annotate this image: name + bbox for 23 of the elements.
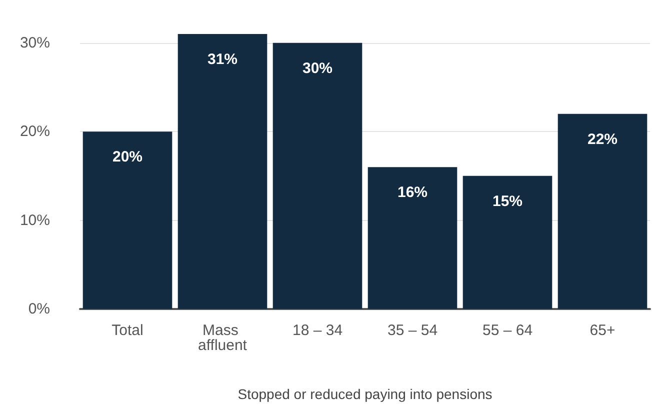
bar (368, 167, 458, 309)
y-tick-label: 0% (28, 300, 50, 318)
bar (558, 114, 648, 309)
bar (178, 34, 268, 309)
x-tick-label: 18 – 34 (292, 322, 343, 339)
y-tick-label: 30% (20, 34, 50, 52)
data-label: 22% (587, 130, 618, 148)
bar (462, 176, 552, 309)
x-axis-title: Stopped or reduced paying into pensions (238, 386, 492, 402)
x-tick-label: Mass affluent (198, 322, 248, 354)
x-tick-label: 35 – 54 (387, 322, 438, 339)
data-label: 31% (207, 51, 238, 68)
data-label: 16% (397, 184, 428, 202)
x-tick-label: Total (112, 322, 144, 339)
y-tick-label: 10% (20, 212, 50, 229)
data-label: 20% (112, 148, 143, 166)
bar (82, 132, 172, 309)
x-tick-label: 55 – 64 (482, 322, 533, 339)
bar (272, 42, 362, 309)
data-label: 15% (492, 192, 523, 210)
x-tick-label: 65+ (590, 322, 616, 339)
y-tick-label: 20% (20, 123, 50, 140)
data-label: 30% (302, 60, 333, 77)
